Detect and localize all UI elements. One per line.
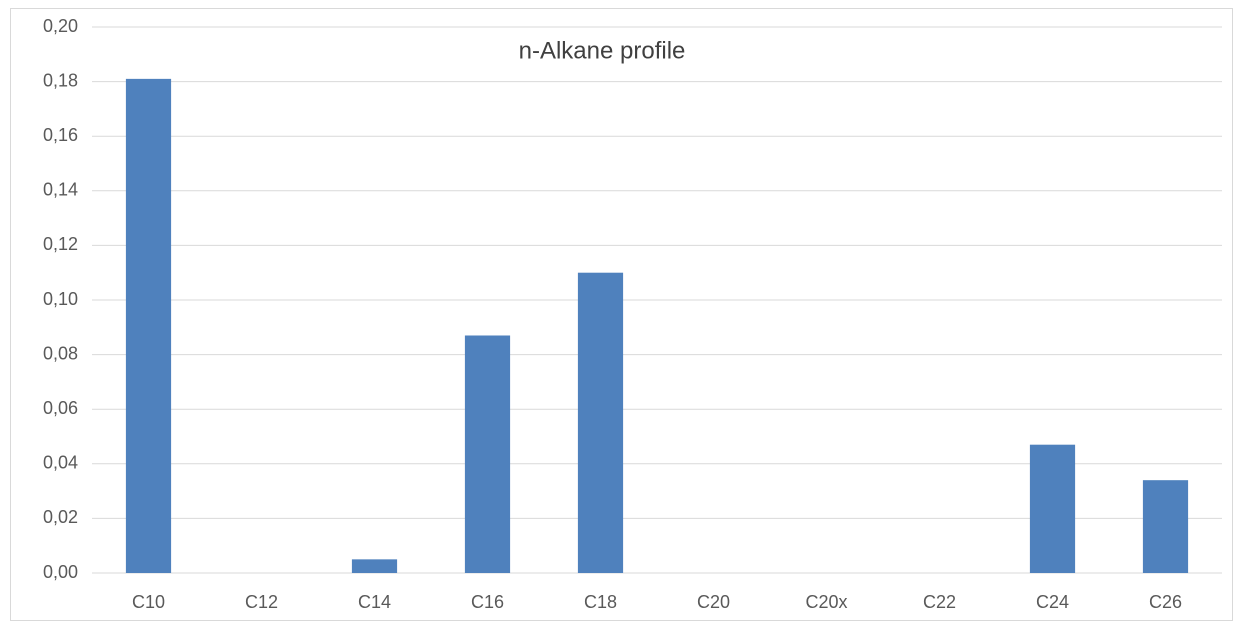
x-tick-label: C24: [1036, 592, 1069, 612]
y-tick-label: 0,12: [43, 234, 78, 254]
y-tick-label: 0,10: [43, 289, 78, 309]
x-tick-label: C20: [697, 592, 730, 612]
y-tick-label: 0,14: [43, 180, 78, 200]
bar: [125, 78, 172, 574]
x-tick-label: C22: [923, 592, 956, 612]
bar: [351, 559, 398, 573]
bar: [1029, 444, 1076, 573]
y-tick-label: 0,20: [43, 16, 78, 36]
y-tick-label: 0,18: [43, 70, 78, 90]
y-tick-label: 0,00: [43, 562, 78, 582]
x-tick-label: C16: [471, 592, 504, 612]
y-tick-label: 0,02: [43, 507, 78, 527]
y-tick-label: 0,06: [43, 398, 78, 418]
chart-title: n-Alkane profile: [519, 37, 686, 64]
bar: [464, 335, 511, 573]
bar: [577, 272, 624, 573]
x-tick-label: C12: [245, 592, 278, 612]
y-tick-label: 0,08: [43, 343, 78, 363]
x-tick-label: C26: [1149, 592, 1182, 612]
x-tick-label: C14: [358, 592, 391, 612]
x-tick-label: C20x: [805, 592, 847, 612]
x-tick-label: C10: [132, 592, 165, 612]
y-tick-label: 0,04: [43, 453, 78, 473]
x-tick-label: C18: [584, 592, 617, 612]
y-tick-label: 0,16: [43, 125, 78, 145]
bar: [1142, 480, 1189, 573]
